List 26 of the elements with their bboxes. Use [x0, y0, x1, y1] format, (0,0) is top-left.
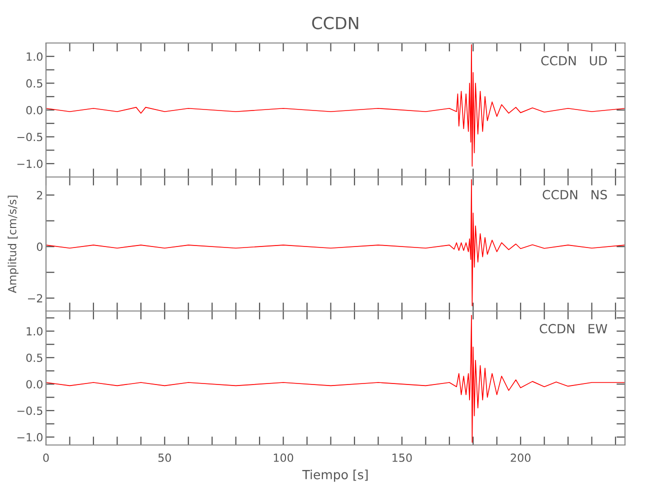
y-axis-title: Amplitud [cm/s/s]: [8, 196, 19, 294]
y-tick-label: 1.0: [26, 52, 42, 61]
annotation: CCDN EW: [540, 324, 608, 334]
x-tick-label: 0: [43, 454, 49, 462]
y-tick-label: −1.0: [17, 433, 42, 442]
y-tick-label: −0.5: [17, 406, 42, 415]
y-tick-label: 0.5: [26, 354, 42, 362]
y-tick-label: −1.0: [17, 160, 42, 168]
y-tick-label: 2: [36, 191, 42, 200]
x-tick-label: 150: [392, 454, 412, 462]
line-series: [46, 314, 625, 443]
line-series: [46, 179, 625, 306]
y-tick-label: 0.0: [26, 380, 42, 388]
y-tick-label: 0: [36, 242, 42, 251]
chart-title: CCDN: [312, 16, 358, 30]
y-tick-label: 1.0: [26, 327, 42, 336]
y-tick-label: −0.5: [17, 132, 42, 142]
y-tick-label: −2: [28, 294, 42, 302]
x-tick-label: 100: [274, 454, 294, 462]
annotation: CCDN UD: [541, 56, 607, 66]
y-tick-label: 0.0: [26, 106, 42, 114]
annotation: CCDN NS: [542, 190, 607, 200]
x-axis-title: Tiempo [s]: [302, 470, 368, 482]
x-tick-label: 50: [158, 454, 171, 462]
x-tick-label: 200: [510, 454, 530, 462]
y-tick-label: 0.5: [26, 79, 42, 88]
